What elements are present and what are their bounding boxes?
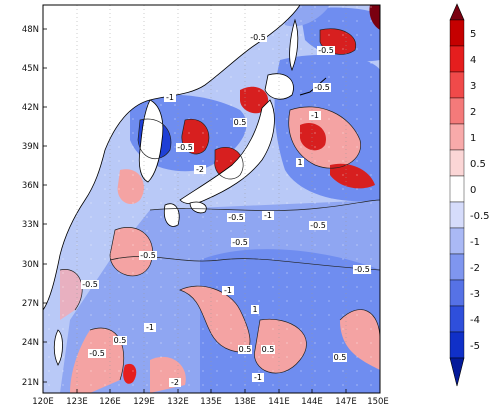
lon-tick: 147E [335, 397, 357, 407]
colorbar-label: -2 [470, 263, 480, 274]
contour-label: -0.5 [140, 251, 156, 260]
colorbar-label: -5 [470, 341, 480, 352]
contour-label: -0.5 [310, 221, 326, 230]
contour-label: -0.5 [232, 238, 248, 247]
lat-tick: 27N [22, 299, 39, 309]
colorbar-label: 0.5 [470, 159, 486, 170]
contour-label: -1 [254, 373, 262, 382]
colorbar-label: -1 [470, 237, 480, 248]
lat-tick: 21N [22, 378, 39, 388]
contour-label: 1 [252, 305, 257, 314]
lat-tick: 48N [22, 25, 39, 35]
colorbar-top-arrow [449, 3, 465, 21]
colorbar-label: 1 [470, 133, 476, 144]
colorbar-label: 2 [470, 107, 476, 118]
colorbar-bottom-arrow [449, 357, 465, 387]
colorbar-label: -3 [470, 289, 480, 300]
lon-tick: 126E [99, 397, 121, 407]
colorbar-label: 4 [470, 55, 476, 66]
contour-label: 1 [297, 158, 302, 167]
contour-label: 0.5 [234, 118, 247, 127]
contour-label: 0.5 [239, 345, 252, 354]
contour-label: 0.5 [114, 336, 127, 345]
lon-axis: 120E 123E 126E 129E 132E 135E 138E 141E … [32, 389, 389, 407]
contour-label: -0.5 [82, 280, 98, 289]
lat-tick: 36N [22, 181, 39, 191]
lon-tick: 132E [167, 397, 189, 407]
contour-label: -1 [311, 111, 319, 120]
contour-label: -0.5 [177, 143, 193, 152]
lat-tick: 24N [22, 338, 39, 348]
contour-label: -0.5 [314, 83, 330, 92]
contour-label: -2 [196, 165, 204, 174]
contour-label: -0.5 [228, 213, 244, 222]
contour-label: 0.5 [334, 353, 347, 362]
contour-label: -0.5 [250, 33, 266, 42]
colorbar-label: -4 [470, 315, 480, 326]
lon-tick: 135E [200, 397, 222, 407]
contour-label: -0.5 [354, 265, 370, 274]
lon-tick: 138E [234, 397, 256, 407]
contour-label: -0.5 [318, 46, 334, 55]
lon-tick: 129E [133, 397, 155, 407]
lat-tick: 42N [22, 103, 39, 113]
lon-tick: 150E [367, 397, 389, 407]
contour-label-group: -0.5 -1 -0.5 -0.5 -1 0.5 -2 -1 -0.5 -0.5… [81, 33, 371, 387]
lat-tick: 33N [22, 220, 39, 230]
map-frame [42, 4, 381, 394]
contour-label: 0.5 [262, 345, 275, 354]
colorbar-label: 5 [470, 29, 476, 40]
lon-tick: 144E [301, 397, 323, 407]
colorbar-label: 3 [470, 81, 476, 92]
colorbar: 5 4 3 2 1 0.5 0 -0.5 -1 -2 -3 -4 -5 [449, 3, 490, 387]
contour-label: -1 [224, 286, 232, 295]
colorbar-label: 0 [470, 185, 476, 196]
lat-tick: 45N [22, 64, 39, 74]
lon-tick: 120E [32, 397, 54, 407]
contour-label: -1 [146, 323, 154, 332]
contour-label: -1 [166, 93, 174, 102]
colorbar-label: -0.5 [470, 211, 490, 222]
lat-tick: 30N [22, 260, 39, 270]
lon-tick: 123E [66, 397, 88, 407]
contour-label: -0.5 [89, 349, 105, 358]
lat-axis: 48N 45N 42N 39N 36N 33N 30N 27N 24N 21N [22, 25, 47, 388]
lon-tick: 141E [268, 397, 290, 407]
contour-label: -1 [264, 211, 272, 220]
contour-label: -2 [171, 378, 179, 387]
lat-tick: 39N [22, 142, 39, 152]
graticule [76, 5, 347, 393]
